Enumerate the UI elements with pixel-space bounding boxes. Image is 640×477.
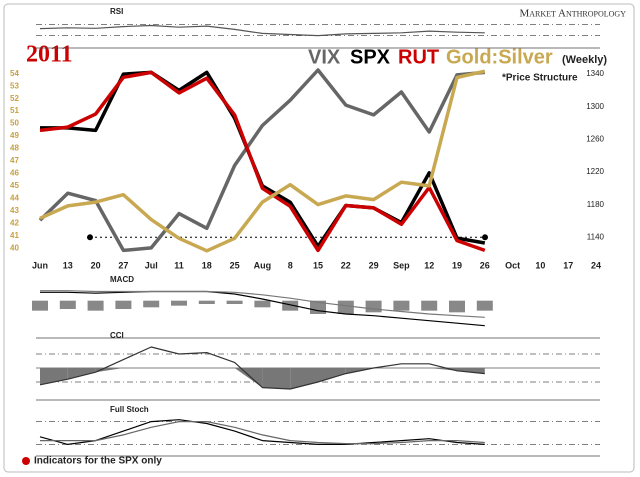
y2-tick-label: 1140 bbox=[587, 232, 605, 241]
frame bbox=[3, 3, 635, 473]
y-tick-label: 47 bbox=[10, 156, 19, 165]
x-tick-label: 24 bbox=[591, 260, 601, 270]
x-tick-label: 15 bbox=[313, 260, 323, 270]
y-tick-label: 48 bbox=[10, 144, 19, 153]
title-suffix: (Weekly) bbox=[562, 54, 607, 66]
histogram-bar bbox=[365, 300, 382, 313]
x-tick-label: 19 bbox=[452, 260, 462, 270]
histogram-bar bbox=[449, 300, 465, 313]
x-tick-label: Jun bbox=[32, 260, 48, 270]
brand: Market Anthropology bbox=[519, 8, 626, 20]
footnote: Indicators for the SPX only bbox=[34, 456, 162, 467]
area-below-zero bbox=[457, 368, 485, 374]
y-tick-label: 52 bbox=[10, 94, 19, 103]
y-tick-label: 49 bbox=[10, 131, 19, 140]
indicator-line bbox=[40, 421, 485, 445]
x-tick-label: 11 bbox=[174, 260, 184, 270]
x-tick-label: 8 bbox=[288, 260, 293, 270]
x-tick-label: 26 bbox=[480, 260, 490, 270]
x-tick-label: Aug bbox=[254, 260, 272, 270]
histogram-bar bbox=[198, 300, 215, 304]
histogram-bar bbox=[226, 300, 243, 304]
reference-end bbox=[482, 234, 488, 241]
histogram-bar bbox=[421, 300, 438, 311]
x-tick-label: 13 bbox=[63, 260, 73, 270]
y2-tick-label: 1340 bbox=[586, 69, 604, 78]
x-tick-label: Sep bbox=[393, 260, 410, 270]
x-tick-label: 29 bbox=[369, 260, 379, 270]
y-tick-label: 50 bbox=[10, 119, 19, 128]
series-line bbox=[39, 69, 486, 253]
y-tick-label: 41 bbox=[10, 231, 19, 240]
y-tick-label: 44 bbox=[10, 194, 19, 203]
indicator-line bbox=[39, 24, 485, 37]
panel-title: MACD bbox=[110, 275, 134, 284]
y2-tick-label: 1180 bbox=[587, 200, 605, 209]
panel-title: Full Stoch bbox=[110, 405, 149, 414]
x-tick-label: 27 bbox=[118, 260, 128, 270]
histogram-bar bbox=[87, 300, 104, 311]
y-tick-label: 53 bbox=[10, 81, 19, 90]
histogram-bar bbox=[32, 300, 48, 311]
y2-tick-label: 1260 bbox=[586, 134, 604, 143]
y2-tick-label: 1300 bbox=[586, 102, 604, 111]
histogram-bar bbox=[59, 300, 76, 309]
x-tick-label: 12 bbox=[424, 260, 434, 270]
histogram-bar bbox=[282, 300, 299, 311]
legend-title: SPX bbox=[350, 46, 391, 68]
y-tick-label: 43 bbox=[10, 206, 19, 215]
x-tick-label: 10 bbox=[535, 260, 545, 270]
subtitle: *Price Structure bbox=[502, 73, 578, 84]
histogram-bar bbox=[143, 300, 160, 308]
legend-title: RUT bbox=[398, 46, 439, 68]
histogram-bar bbox=[393, 300, 410, 311]
series-line bbox=[39, 70, 486, 253]
area-below-zero bbox=[234, 368, 263, 388]
y2-tick-label: 1220 bbox=[586, 167, 604, 176]
x-tick-label: 22 bbox=[341, 260, 351, 270]
y-tick-label: 40 bbox=[10, 243, 19, 252]
area-below-zero bbox=[318, 368, 346, 382]
histogram-bar bbox=[476, 300, 493, 311]
x-tick-label: 25 bbox=[230, 260, 240, 270]
y-tick-label: 51 bbox=[10, 106, 19, 115]
histogram-bar bbox=[254, 300, 271, 308]
area-below-zero bbox=[67, 368, 96, 380]
series-line bbox=[38, 68, 485, 253]
x-tick-label: 20 bbox=[91, 260, 101, 270]
reference-end bbox=[87, 234, 93, 241]
indicator-line bbox=[40, 290, 485, 318]
y-tick-label: 45 bbox=[10, 181, 19, 190]
chart-title: 2011 bbox=[26, 42, 73, 68]
y-tick-label: 54 bbox=[10, 69, 19, 78]
histogram-bar bbox=[171, 300, 187, 306]
x-tick-label: Jul bbox=[145, 260, 158, 270]
y-tick-label: 42 bbox=[10, 218, 19, 227]
x-tick-label: 17 bbox=[563, 260, 573, 270]
legend-title: Gold:Silver bbox=[446, 46, 553, 68]
y-tick-label: 46 bbox=[10, 169, 19, 178]
footnote-dot bbox=[22, 457, 30, 465]
panel-title: RSI bbox=[110, 7, 123, 16]
panel-title: CCI bbox=[110, 331, 124, 340]
indicator-line bbox=[39, 346, 485, 390]
x-tick-label: Oct bbox=[505, 260, 520, 270]
legend-title: VIX bbox=[308, 46, 341, 68]
indicator-line bbox=[39, 419, 485, 445]
area-below-zero bbox=[262, 368, 291, 389]
histogram-bar bbox=[337, 300, 354, 314]
x-tick-label: 18 bbox=[202, 260, 212, 270]
histogram-bar bbox=[115, 300, 132, 309]
indicator-line bbox=[40, 290, 485, 327]
